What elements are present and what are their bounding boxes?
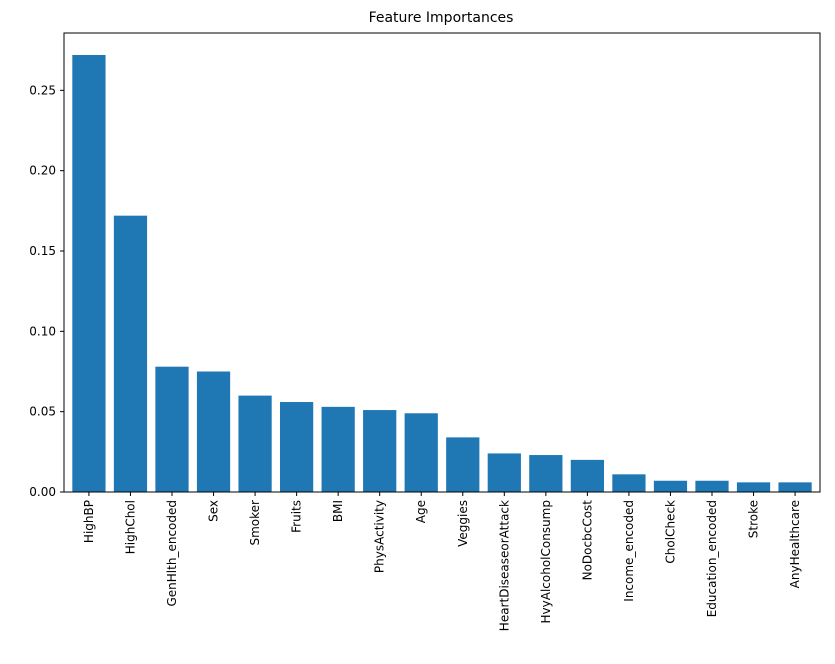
x-tick-label-HighBP: HighBP bbox=[82, 500, 96, 543]
bar-HeartDiseaseorAttack bbox=[487, 453, 521, 492]
x-tick-label-Stroke: Stroke bbox=[747, 500, 761, 538]
y-tick-label-0.20: 0.20 bbox=[29, 164, 56, 178]
chart-title: Feature Importances bbox=[369, 10, 514, 26]
y-tick-label-0.15: 0.15 bbox=[29, 244, 56, 258]
bar-HighChol bbox=[113, 215, 148, 493]
bars-group bbox=[72, 55, 812, 493]
bar-Veggies bbox=[446, 437, 480, 492]
bar-CholCheck bbox=[653, 480, 688, 492]
x-axis: HighBP HighChol GenHlth_encoded Sex Smoker Fr… bbox=[82, 492, 802, 631]
y-tick-label-0.10: 0.10 bbox=[29, 324, 56, 338]
bar-Stroke bbox=[736, 482, 771, 492]
x-tick-label-HighChol: HighChol bbox=[123, 500, 137, 554]
x-tick-label-NoDocbcCost: NoDocbcCost bbox=[580, 500, 594, 581]
bar-BMI bbox=[321, 406, 355, 492]
y-tick-label-0.05: 0.05 bbox=[29, 405, 56, 419]
y-tick-label-0.00: 0.00 bbox=[29, 485, 56, 499]
bar-Education_encoded bbox=[695, 480, 729, 492]
x-tick-label-Education_encoded: Education_encoded bbox=[705, 500, 719, 617]
bar-AnyHealthcare bbox=[778, 482, 812, 492]
bar-Fruits bbox=[280, 402, 314, 492]
bar-HvyAlcoholConsump bbox=[529, 455, 563, 492]
x-tick-label-Smoker: Smoker bbox=[248, 500, 262, 546]
x-tick-label-BMI: BMI bbox=[331, 500, 345, 522]
bar-Income_encoded bbox=[612, 474, 646, 492]
plot-frame bbox=[63, 32, 821, 493]
bar-Age bbox=[404, 413, 438, 492]
bar-HighBP bbox=[72, 55, 106, 492]
bar-NoDocbcCost bbox=[570, 459, 604, 492]
x-tick-label-Income_encoded: Income_encoded bbox=[622, 500, 636, 602]
x-tick-label-GenHlth_encoded: GenHlth_encoded bbox=[165, 500, 179, 607]
x-tick-label-Age: Age bbox=[414, 500, 428, 523]
x-tick-label-Sex: Sex bbox=[207, 500, 221, 522]
x-tick-label-CholCheck: CholCheck bbox=[663, 500, 677, 564]
bar-Sex bbox=[196, 371, 231, 492]
bar-PhysActivity bbox=[363, 410, 397, 492]
x-tick-label-Fruits: Fruits bbox=[290, 500, 304, 533]
x-tick-label-PhysActivity: PhysActivity bbox=[373, 500, 387, 573]
bar-GenHlth_encoded bbox=[155, 366, 189, 492]
y-tick-label-0.25: 0.25 bbox=[29, 83, 56, 97]
x-tick-label-HeartDiseaseorAttack: HeartDiseaseorAttack bbox=[497, 500, 511, 631]
bar-Smoker bbox=[238, 395, 272, 492]
x-tick-label-HvyAlcoholConsump: HvyAlcoholConsump bbox=[539, 500, 553, 623]
x-tick-label-AnyHealthcare: AnyHealthcare bbox=[788, 500, 802, 588]
y-axis: 0.00 0.05 0.10 0.15 0.20 0.25 bbox=[29, 83, 64, 499]
x-tick-label-Veggies: Veggies bbox=[456, 500, 470, 547]
